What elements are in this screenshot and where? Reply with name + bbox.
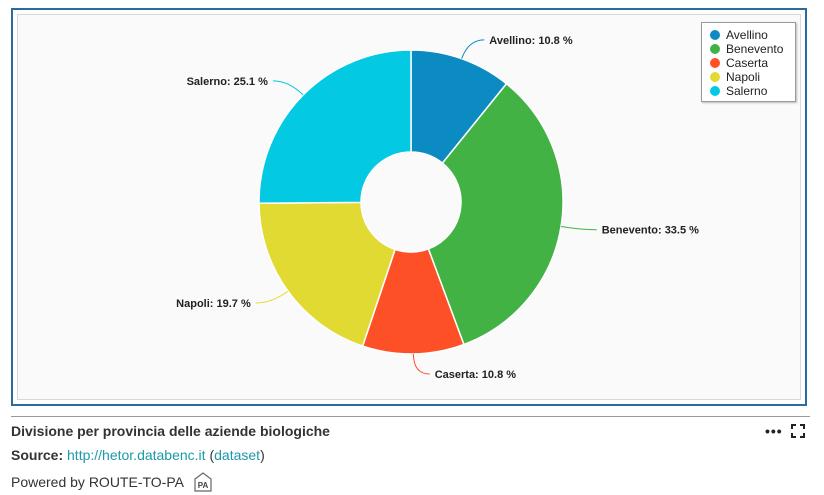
data-label: Caserta: 10.8 % [435, 369, 517, 381]
powered-by-text: Powered by ROUTE-TO-PA [11, 474, 184, 490]
legend-swatch [710, 44, 720, 54]
fullscreen-icon[interactable] [791, 424, 805, 438]
legend-item-caserta[interactable]: Caserta [710, 56, 795, 70]
logo-text: PA [198, 481, 209, 490]
slice-avellino[interactable] [410, 49, 508, 165]
data-label: Avellino: 10.8 % [489, 35, 573, 47]
label-connector [560, 226, 597, 231]
legend-item-napoli[interactable]: Napoli [710, 70, 795, 84]
source-line: Source: http://hetor.databenc.it (datase… [11, 447, 265, 463]
legend-label: Salerno [726, 84, 768, 98]
data-label: Benevento: 33.5 % [602, 225, 699, 237]
divider [11, 416, 810, 417]
route-to-pa-logo-icon: PA [194, 472, 212, 492]
slice-napoli[interactable] [258, 201, 397, 348]
label-connector [255, 290, 289, 304]
legend-swatch [710, 86, 720, 96]
legend-item-avellino[interactable]: Avellino [710, 28, 795, 42]
source-label: Source: [11, 447, 64, 463]
legend-swatch [710, 30, 720, 40]
paren-open: ( [205, 447, 215, 463]
donut-chart: Avellino: 10.8 % Benevento: 33.5 % Caserta… [176, 35, 699, 381]
legend-label: Avellino [726, 28, 768, 42]
slice-benevento[interactable] [427, 82, 564, 346]
legend-item-salerno[interactable]: Salerno [710, 84, 795, 98]
slice-caserta[interactable] [361, 247, 465, 355]
legend-label: Napoli [726, 70, 761, 84]
source-link[interactable]: http://hetor.databenc.it [67, 447, 206, 463]
paren-close: ) [260, 447, 265, 463]
legend-swatch [710, 58, 720, 68]
legend-item-benevento[interactable]: Benevento [710, 42, 795, 56]
legend-label: Caserta [726, 56, 769, 70]
label-connector [461, 39, 485, 59]
slice-salerno[interactable] [258, 49, 412, 204]
chart-legend: Avellino Benevento Caserta Napoli Salern… [701, 22, 796, 102]
label-connector [272, 80, 304, 96]
label-connector [412, 353, 430, 375]
legend-swatch [710, 72, 720, 82]
legend-label: Benevento [726, 42, 784, 56]
powered-by: Powered by ROUTE-TO-PA PA [11, 471, 214, 493]
chart-caption: Divisione per provincia delle aziende bi… [11, 423, 330, 439]
more-options-icon[interactable]: ••• [765, 423, 783, 439]
dataset-link[interactable]: dataset [214, 447, 261, 463]
data-label: Salerno: 25.1 % [187, 76, 269, 88]
data-label: Napoli: 19.7 % [176, 298, 251, 310]
